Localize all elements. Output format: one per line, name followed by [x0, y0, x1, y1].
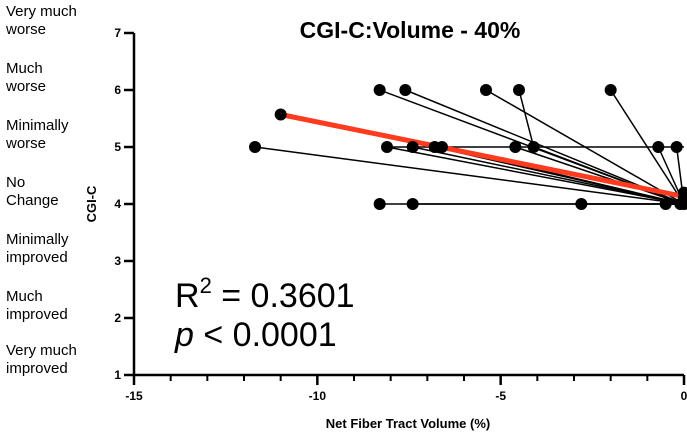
x-tick-label: 0: [681, 389, 687, 403]
y-tick-label: 1: [114, 368, 121, 382]
y-category-label-line: Very much: [6, 342, 77, 359]
data-point: [652, 141, 665, 153]
data-point: [373, 84, 386, 96]
y-category-label-line: Minimally: [6, 117, 69, 134]
r2-superscript: 2: [200, 273, 212, 298]
data-point: [575, 198, 588, 210]
data-point: [406, 198, 419, 210]
x-tick-label: -5: [495, 389, 506, 403]
connector-line: [533, 146, 685, 205]
y-tick-label: 2: [114, 311, 121, 325]
p-value: < 0.0001: [194, 316, 337, 354]
r-squared-annotation: R2 = 0.3601: [175, 273, 355, 315]
y-category-label-line: No: [6, 174, 26, 191]
y-category-label: Very much worse: [6, 3, 77, 39]
data-point: [674, 198, 687, 210]
data-point: [373, 198, 386, 210]
data-point: [513, 84, 525, 96]
y-category-label-line: worse: [6, 78, 47, 95]
data-point: [670, 141, 683, 153]
data-point: [604, 84, 617, 96]
y-category-label-line: Minimally: [6, 231, 69, 248]
r2-label: R: [175, 277, 200, 315]
y-axis-title: CGI-C: [84, 185, 99, 222]
y-category-label-line: improved: [6, 306, 68, 323]
x-axis-title: Net Fiber Tract Volume (%): [326, 416, 490, 431]
data-point: [509, 141, 522, 153]
connector-line: [254, 146, 685, 205]
y-tick-label: 6: [114, 83, 121, 97]
y-category-label: Minimally worse: [6, 117, 69, 153]
connector-line: [515, 146, 685, 205]
data-point: [527, 141, 540, 153]
data-point: [480, 84, 492, 96]
data-point: [399, 84, 412, 96]
x-tick-label: -15: [125, 389, 143, 403]
connector-line: [518, 89, 535, 148]
axes-layer: 1 2 3 4 5 6 7 -15 -10 -5 0: [114, 26, 687, 403]
y-category-label: Very much improved: [6, 342, 77, 378]
data-point: [678, 186, 687, 199]
x-tick-label: -10: [309, 389, 327, 403]
data-point: [406, 141, 419, 153]
data-point: [436, 141, 448, 153]
y-category-label: Much worse: [6, 60, 46, 96]
y-category-label-line: improved: [6, 360, 68, 377]
y-category-label-line: Much: [6, 288, 43, 305]
y-category-label-line: worse: [6, 135, 47, 152]
y-tick-label: 3: [114, 254, 121, 268]
data-point: [249, 141, 261, 153]
segments-layer: [254, 89, 687, 205]
connector-line: [386, 146, 685, 205]
y-category-label: Minimally improved: [6, 231, 69, 267]
data-point: [381, 141, 393, 153]
points-layer: [249, 84, 687, 210]
y-category-label-line: Change: [6, 192, 59, 209]
regression-line: [278, 112, 687, 200]
y-category-label-line: worse: [6, 21, 47, 38]
y-category-label-line: improved: [6, 249, 68, 266]
p-value-annotation: p < 0.0001: [174, 316, 337, 354]
p-label: p: [174, 316, 194, 354]
y-tick-label: 5: [114, 140, 121, 154]
chart-title: CGI-C:Volume - 40%: [300, 17, 521, 43]
r2-value: = 0.3601: [212, 277, 355, 315]
y-tick-label: 4: [114, 197, 121, 211]
connector-line: [412, 146, 685, 205]
data-point: [659, 198, 672, 210]
y-tick-label: 7: [114, 26, 121, 40]
y-category-label-line: Much: [6, 60, 43, 77]
y-category-label-line: Very much: [6, 3, 77, 20]
y-category-label: No Change: [6, 174, 59, 210]
y-category-label: Much improved: [6, 288, 68, 324]
regression-start-point: [274, 108, 287, 121]
